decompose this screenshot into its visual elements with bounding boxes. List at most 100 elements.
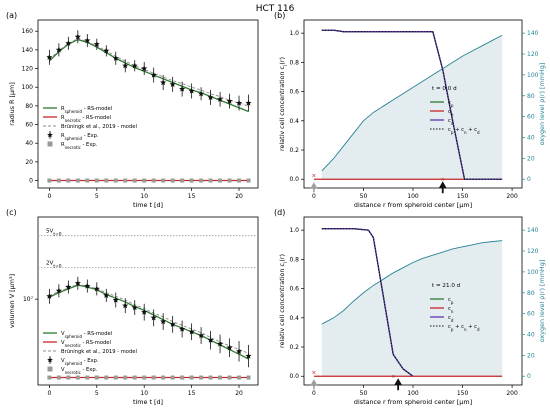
x-tick-label: 0 <box>312 193 316 200</box>
text-part: V <box>61 358 65 364</box>
text-part: relativ cell concentration c <box>278 263 286 349</box>
data-point-star <box>141 65 148 72</box>
text-part: - Exp. <box>82 358 99 364</box>
data-point-square <box>189 178 194 183</box>
text-part: V <box>61 340 65 346</box>
data-point-star <box>226 98 233 104</box>
y-tick-label: 160 <box>22 28 34 35</box>
legend-label: Vnecrotic - RS-model <box>61 340 111 348</box>
subscript: spheroid <box>65 334 83 339</box>
series-line-brun <box>49 283 249 354</box>
oxygen-area-fill <box>321 240 503 377</box>
data-point-square <box>237 178 242 183</box>
series-line-rs <box>49 284 249 360</box>
origin-arrow <box>310 182 318 189</box>
data-point-star <box>112 55 119 61</box>
data-point-square <box>208 178 213 183</box>
legend-label: cd <box>448 118 454 126</box>
y2-tick-label: 0 <box>527 373 531 380</box>
data-point-square <box>66 178 71 183</box>
x-tick-label: 15 <box>188 390 196 397</box>
text-part: c <box>448 315 451 321</box>
data-point-square <box>85 375 90 380</box>
legend-label: Brüningk et al., 2019 - model <box>61 349 137 355</box>
subscript: necrotic <box>65 370 81 375</box>
data-point-star <box>179 85 186 92</box>
text-part: V <box>61 367 65 373</box>
series-line-brun <box>49 38 249 107</box>
legend-label: Rnecrotic - Exp. <box>61 142 98 150</box>
oxygen-line <box>321 240 503 325</box>
data-point-square <box>237 375 242 380</box>
y-tick-label: 80 <box>25 103 33 110</box>
data-point-star <box>150 71 157 78</box>
data-point-square <box>218 375 223 380</box>
x-tick-label: 15 <box>188 193 196 200</box>
figure-title: HCT 116 <box>256 4 295 14</box>
text-part: - RS-model <box>81 115 111 121</box>
data-point-star <box>93 41 100 47</box>
x-tick-label: 10 <box>140 193 148 200</box>
boundary-cross-marker: × <box>391 374 395 380</box>
subscript: d <box>477 327 480 332</box>
data-point-square <box>132 178 137 183</box>
data-point-square <box>142 375 147 380</box>
data-point-square <box>56 375 61 380</box>
text-part: radius R [μm] <box>8 82 16 126</box>
data-point-star <box>74 280 81 286</box>
data-point-star <box>207 94 214 101</box>
subscript: necrotic <box>65 145 81 150</box>
x-tick-label: 20 <box>235 390 243 397</box>
axes-frame <box>37 19 259 189</box>
data-point-square <box>66 375 71 380</box>
data-point-square <box>180 178 185 183</box>
y-tick-label: 0.4 <box>289 118 299 125</box>
y-tick-label: 1.0 <box>289 30 299 37</box>
data-point-star <box>245 99 252 106</box>
subscript: t=0 <box>53 263 61 269</box>
subscript: spheroid <box>65 136 83 141</box>
subscript: p <box>451 103 454 108</box>
data-point-square <box>142 178 147 183</box>
x-tick-label: 0 <box>47 193 51 200</box>
text-part: R <box>61 115 65 121</box>
y2-tick-label: 80 <box>527 290 535 297</box>
data-point-star <box>131 304 138 311</box>
legend-label: Rspheroid - RS-model <box>61 106 112 114</box>
x-tick-label: 100 <box>407 193 419 200</box>
panel-label: (a) <box>6 11 17 20</box>
panel-a: (a) 0 20 40 60 80 100 120 140 160 radius R [μm] 0 5 1… <box>6 11 259 209</box>
legend-label: Vnecrotic - Exp. <box>61 367 98 375</box>
text-part: c <box>448 324 451 330</box>
text-part: + c <box>467 324 478 330</box>
y2-tick-label: 60 <box>527 114 535 121</box>
y2-axis-label: oxygen level ρ(r) [mmHg] <box>538 260 546 343</box>
data-point-square <box>246 178 251 183</box>
x-tick-label: 20 <box>235 193 243 200</box>
data-point-star <box>217 96 224 102</box>
legend-label: Rnecrotic - RS-model <box>61 115 111 123</box>
y-tick-label: 0 <box>29 178 33 185</box>
y2-tick-label: 20 <box>527 352 535 359</box>
text-part: R <box>61 106 65 112</box>
data-point-star <box>160 79 167 86</box>
data-point-square <box>113 178 118 183</box>
y-tick-label: 0.4 <box>289 315 299 322</box>
text-part: - RS-model <box>82 331 112 337</box>
data-point-square <box>85 178 90 183</box>
y2-tick-label: 40 <box>527 134 535 141</box>
y-axis-label: radius R [μm] <box>8 82 16 126</box>
data-point-star <box>84 37 91 44</box>
text-part: + c <box>453 324 464 330</box>
legend-label: Vspheroid - Exp. <box>61 358 99 366</box>
legend-label: Vspheroid - RS-model <box>61 331 112 339</box>
text-part: relativ cell concentration c <box>278 66 286 152</box>
y-tick-label: 60 <box>25 122 33 129</box>
text-part: c <box>448 100 451 106</box>
data-point-square <box>47 375 52 380</box>
panel-label: (d) <box>274 208 285 217</box>
data-point-star <box>188 87 195 94</box>
subscript: n <box>464 130 467 135</box>
text-part: c <box>448 127 451 133</box>
legend-star-marker <box>47 357 53 363</box>
